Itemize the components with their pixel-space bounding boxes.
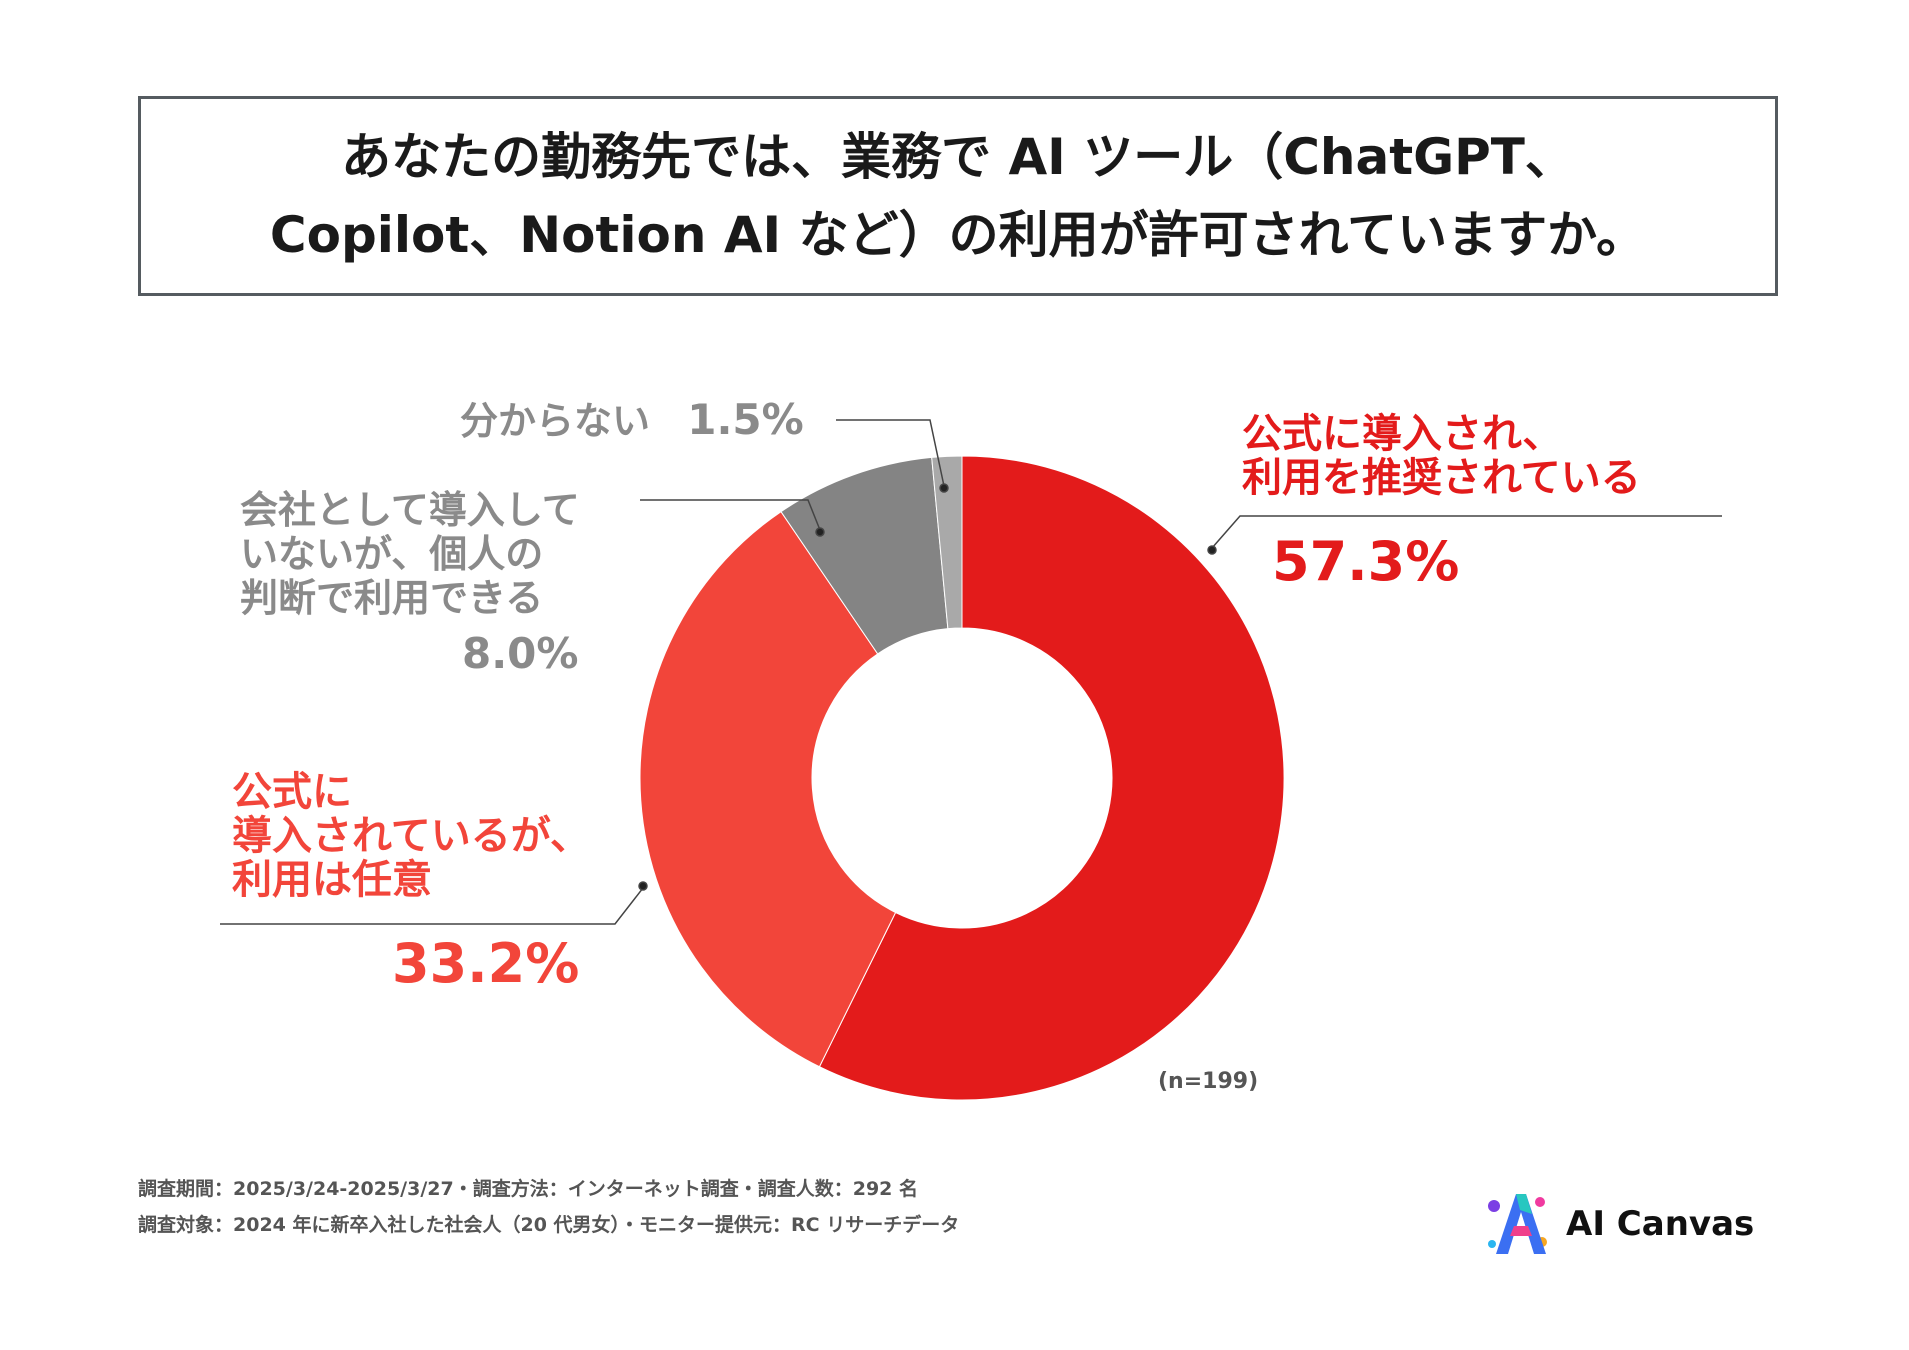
label-individual-line-1: 会社として導入して: [240, 488, 580, 532]
slice-optional: [639, 510, 897, 1068]
label-recommended-line-2: 利用を推奨されている: [1242, 455, 1641, 501]
sample-size-note: (n=199): [1158, 1069, 1259, 1094]
chart-title-line-1: あなたの勤務先では、業務で AI ツール（ChatGPT、: [341, 128, 1575, 186]
ai-canvas-logo-icon: [1488, 1194, 1547, 1254]
brand-name: AI Canvas: [1566, 1204, 1755, 1244]
chart-title-line-2: Copilot、Notion AI など）の利用が許可されていますか。: [269, 206, 1647, 264]
label-optional: 公式に 導入されているが、 利用は任意: [232, 770, 590, 902]
leader-line-unknown: [836, 419, 945, 487]
value-label-optional: 33.2%: [392, 932, 580, 995]
value-label-recommended: 57.3%: [1272, 530, 1460, 593]
leader-line-individual: [640, 499, 821, 531]
label-recommended: 公式に導入され、 利用を推奨されている: [1242, 412, 1641, 500]
title-box: あなたの勤務先では、業務で AI ツール（ChatGPT、 Copilot、No…: [138, 96, 1778, 296]
footer-survey-target: 調査対象：2024 年に新卒入社した社会人（20 代男女）・モニター提供元：RC…: [138, 1214, 960, 1236]
leader-dot-optional: [638, 881, 648, 891]
slice-unknown: [931, 455, 963, 630]
value-label-unknown: 1.5%: [687, 395, 804, 444]
brand-logo: AI Canvas: [1480, 1186, 1754, 1262]
label-unknown-text: 分からない: [460, 399, 651, 443]
leader-line-recommended: [1211, 515, 1722, 549]
value-label-individual: 8.0%: [462, 629, 579, 678]
label-optional-line-1: 公式に: [232, 769, 352, 815]
label-unknown: 分からない 1.5%: [460, 395, 804, 444]
label-optional-line-3: 利用は任意: [232, 857, 432, 903]
leader-dot-individual: [815, 527, 825, 537]
label-optional-line-2: 導入されているが、: [232, 813, 590, 859]
donut-slices: [639, 455, 1285, 1101]
leader-lines: [220, 419, 1722, 925]
label-individual: 会社として導入して いないが、個人の 判断で利用できる: [240, 488, 580, 620]
leader-line-optional: [220, 887, 644, 925]
label-recommended-line-1: 公式に導入され、: [1242, 411, 1563, 457]
footer-survey-period: 調査期間：2025/3/24-2025/3/27・調査方法：インターネット調査・…: [138, 1178, 919, 1200]
leader-dot-unknown: [939, 483, 949, 493]
label-individual-line-3: 判断で利用できる: [240, 576, 544, 620]
label-individual-line-2: いないが、個人の: [240, 532, 544, 576]
leader-dot-recommended: [1207, 545, 1217, 555]
slice-recommended: [818, 455, 1285, 1101]
